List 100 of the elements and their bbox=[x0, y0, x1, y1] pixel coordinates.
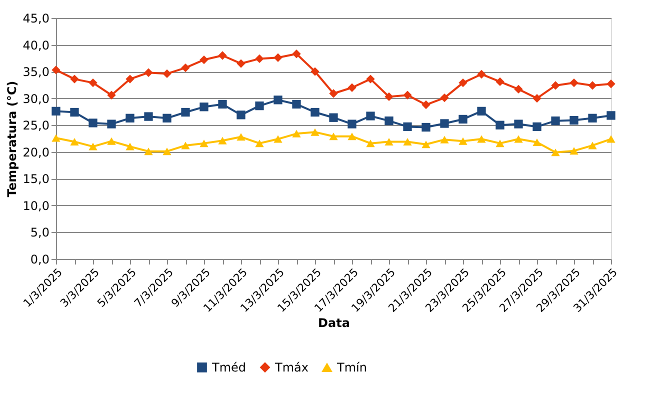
point bbox=[551, 116, 560, 126]
point bbox=[162, 114, 172, 122]
y-tick-label: 5,0 bbox=[30, 226, 50, 240]
point bbox=[70, 138, 79, 146]
point bbox=[200, 140, 208, 148]
point bbox=[144, 148, 153, 156]
point bbox=[477, 135, 486, 143]
point bbox=[292, 50, 301, 58]
point bbox=[551, 81, 560, 90]
point bbox=[606, 111, 616, 120]
point bbox=[384, 92, 394, 102]
point bbox=[551, 148, 560, 156]
point bbox=[162, 69, 172, 78]
y-tick-label: 45,0 bbox=[22, 12, 50, 26]
point bbox=[458, 78, 468, 88]
point bbox=[255, 54, 264, 64]
point bbox=[200, 55, 208, 64]
point bbox=[514, 135, 523, 143]
point bbox=[70, 74, 79, 84]
point bbox=[107, 90, 116, 100]
point bbox=[458, 114, 468, 124]
point bbox=[126, 142, 134, 150]
point bbox=[588, 114, 597, 122]
point bbox=[570, 78, 578, 88]
point bbox=[292, 130, 301, 138]
point bbox=[477, 106, 486, 116]
point bbox=[496, 140, 504, 148]
point bbox=[162, 148, 172, 156]
legend-label: Tmín bbox=[336, 360, 367, 375]
point bbox=[274, 96, 282, 104]
point bbox=[422, 100, 430, 110]
point bbox=[218, 136, 227, 144]
point bbox=[532, 94, 542, 103]
point bbox=[218, 100, 227, 109]
point bbox=[329, 132, 338, 140]
point bbox=[181, 142, 190, 150]
point bbox=[218, 51, 227, 60]
point bbox=[477, 70, 486, 79]
point bbox=[144, 112, 153, 121]
legend-label: Tméd bbox=[211, 360, 246, 374]
point bbox=[181, 108, 190, 117]
point bbox=[348, 132, 356, 140]
point bbox=[440, 119, 449, 128]
point bbox=[126, 74, 134, 84]
point bbox=[440, 93, 449, 102]
point bbox=[403, 138, 412, 146]
point bbox=[496, 120, 504, 130]
point bbox=[274, 53, 282, 62]
point bbox=[310, 67, 320, 76]
point bbox=[514, 84, 523, 94]
point bbox=[310, 108, 320, 117]
point bbox=[403, 122, 412, 132]
point bbox=[514, 120, 523, 128]
point bbox=[570, 147, 578, 155]
point bbox=[255, 140, 264, 148]
point bbox=[52, 134, 60, 142]
point bbox=[236, 59, 246, 68]
x-axis-title: Data bbox=[318, 316, 350, 330]
point bbox=[458, 137, 468, 145]
point bbox=[440, 136, 449, 144]
y-tick-label: 0,0 bbox=[30, 252, 50, 266]
y-tick-label: 25,0 bbox=[22, 118, 50, 133]
point bbox=[329, 113, 338, 122]
y-tick-label: 10,0 bbox=[22, 198, 50, 213]
point bbox=[366, 74, 375, 84]
point bbox=[606, 135, 616, 143]
point bbox=[52, 106, 60, 116]
y-tick-label: 30,0 bbox=[22, 92, 50, 106]
point bbox=[107, 120, 116, 128]
point bbox=[422, 140, 430, 148]
point bbox=[107, 137, 116, 145]
legend-label: Tmáx bbox=[274, 360, 308, 374]
point bbox=[236, 133, 246, 141]
point bbox=[255, 102, 264, 110]
point bbox=[88, 78, 98, 88]
point bbox=[181, 63, 190, 72]
point bbox=[236, 110, 246, 120]
point bbox=[88, 142, 98, 150]
point bbox=[496, 77, 504, 86]
point bbox=[588, 81, 597, 90]
point bbox=[329, 89, 338, 98]
point bbox=[274, 135, 282, 143]
point bbox=[310, 128, 320, 136]
point bbox=[532, 138, 542, 146]
point bbox=[88, 118, 98, 128]
point bbox=[70, 108, 79, 117]
point bbox=[403, 90, 412, 100]
y-axis-title: Temperatura (°C) bbox=[4, 80, 19, 198]
y-tick-label: 15,0 bbox=[22, 172, 50, 186]
point bbox=[588, 142, 597, 150]
point bbox=[570, 116, 578, 125]
y-tick-label: 40,0 bbox=[22, 38, 50, 52]
point bbox=[384, 116, 394, 126]
point bbox=[200, 102, 208, 112]
y-tick-label: 35,0 bbox=[22, 65, 50, 80]
point bbox=[348, 83, 356, 92]
point bbox=[606, 80, 616, 88]
point bbox=[422, 122, 430, 132]
point bbox=[126, 114, 134, 122]
point bbox=[144, 68, 153, 77]
